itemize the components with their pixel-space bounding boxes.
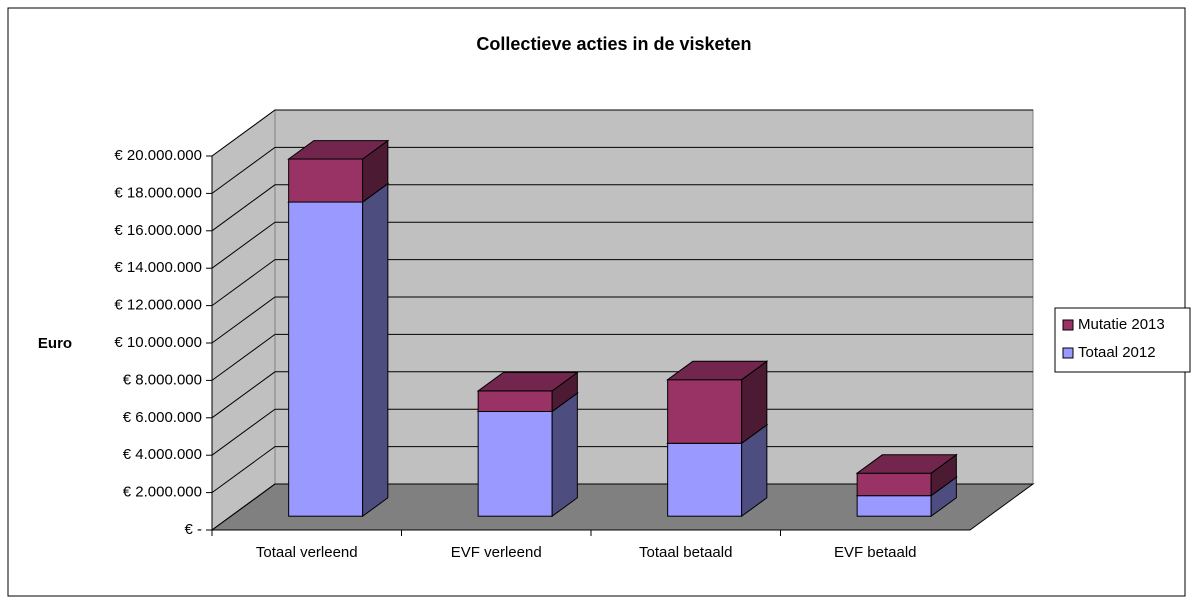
legend-box [1054,307,1191,373]
legend-label: Mutatie 2013 [1078,316,1165,333]
grid-line [211,371,1033,419]
bar-side [551,392,578,518]
bar-front [288,201,364,517]
bar-top [855,454,958,474]
grid-line [211,184,1033,232]
legend-swatch [1062,347,1074,359]
bar-front [667,379,743,444]
grid-line [211,446,1033,494]
bar-front [288,158,364,203]
y-tick-label: € 8.000.000 [123,371,202,388]
y-tick-label: € 12.000.000 [114,297,202,314]
bar-top [666,360,769,381]
legend-label: Totaal 2012 [1078,344,1156,361]
y-tick-label: € 4.000.000 [123,446,202,463]
bar-top [287,140,390,160]
bar-front [856,495,932,517]
y-tick-label: € 16.000.000 [114,222,202,239]
bar-front [667,442,743,517]
bar-top [476,372,579,392]
y-axis-label: Euro [38,335,72,352]
y-tick-label: € 18.000.000 [114,184,202,201]
bar-side [362,182,389,518]
y-tick-label: € 2.000.000 [123,484,202,501]
y-tick-label: € 10.000.000 [114,334,202,351]
chart-title: Collectieve acties in de visketen [476,34,751,54]
bar-front [477,410,553,517]
grid-line [211,259,1033,307]
grid-line [211,408,1033,456]
x-tick-label: Totaal verleend [256,544,358,561]
grid-line [211,296,1033,344]
y-tick-label: € 6.000.000 [123,409,202,426]
grid-line [211,146,1033,194]
y-tick-label: € 14.000.000 [114,259,202,276]
grid-line [211,333,1033,381]
grid-line [211,221,1033,269]
y-tick-label: € 20.000.000 [114,147,202,164]
legend-swatch [1062,319,1074,331]
grid-line [211,109,1033,157]
x-tick-label: EVF betaald [834,544,917,561]
y-tick-label: € - [184,521,202,538]
bar-front [477,390,553,412]
grid-line [211,483,1033,531]
x-tick-label: EVF verleend [451,544,542,561]
bar-front [856,472,932,497]
x-tick-label: Totaal betaald [639,544,732,561]
